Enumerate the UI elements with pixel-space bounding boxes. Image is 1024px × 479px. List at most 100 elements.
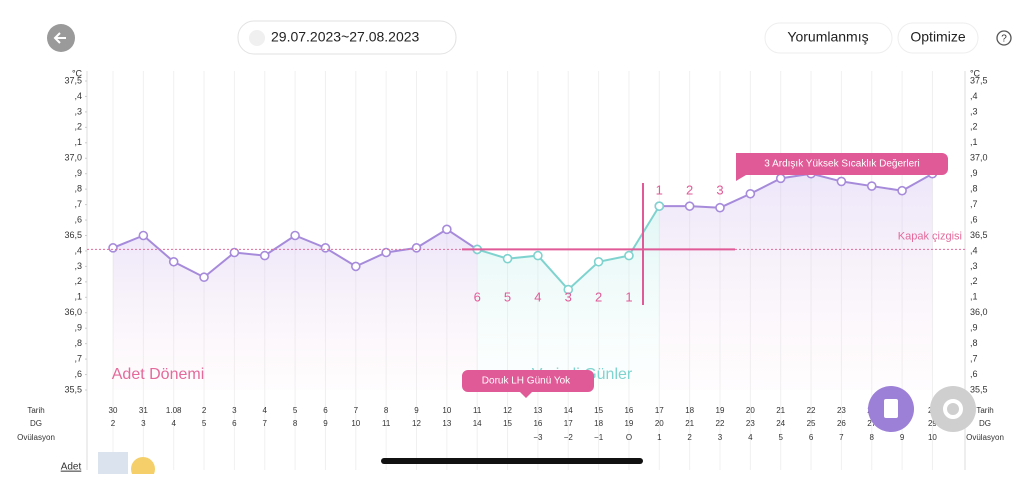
button[interactable] xyxy=(897,22,979,54)
x-tick-label: 9 xyxy=(414,406,419,415)
x-tick-label: 23 xyxy=(746,419,755,428)
row-label: Ovülasyon xyxy=(17,433,55,442)
point xyxy=(229,247,240,258)
point xyxy=(320,243,331,253)
x-tick-label: 20 xyxy=(746,406,755,415)
x-tick-label: 27 xyxy=(867,419,876,428)
point xyxy=(350,261,361,272)
x-tick-label: 3 xyxy=(232,406,237,415)
point xyxy=(654,201,665,211)
x-tick-label: 10 xyxy=(928,433,937,442)
y2-tick-label: ,9 xyxy=(970,323,978,333)
y-tick-label: 35,5 xyxy=(64,384,82,394)
x-tick-label: 15 xyxy=(594,406,603,415)
y2-tick-label: 36,0 xyxy=(970,307,988,317)
x-tick-label: 15 xyxy=(503,419,512,428)
y2-tick-label: ,3 xyxy=(970,106,978,116)
point xyxy=(684,201,695,211)
row-label: DG xyxy=(30,419,42,428)
y2-tick-label: ,8 xyxy=(970,184,978,194)
x-tick-label: 1 xyxy=(657,433,662,442)
count-label: 1 xyxy=(656,182,663,197)
footer-link[interactable]: Adet xyxy=(61,462,82,473)
count-label: 2 xyxy=(686,182,693,197)
x-tick-label: 18 xyxy=(594,419,603,428)
x-tick-label: 22 xyxy=(807,406,816,415)
y-tick-label: ,4 xyxy=(74,91,82,101)
count-label: 5 xyxy=(504,289,511,304)
x-tick-label: 7 xyxy=(839,433,844,442)
x-tick-label: 31 xyxy=(139,406,148,415)
point xyxy=(442,224,452,235)
point xyxy=(411,243,422,253)
x-tick-label: 18 xyxy=(685,406,694,415)
area xyxy=(477,206,660,390)
y-tick-label: ,1 xyxy=(74,137,82,147)
back-icon xyxy=(53,32,66,44)
help-icon[interactable] xyxy=(996,30,1012,46)
y2-tick-label: 35,5 xyxy=(970,384,988,394)
badge xyxy=(736,153,948,181)
y-tick-label: ,9 xyxy=(74,323,82,333)
settings-icon xyxy=(943,399,963,419)
y-tick-label: ,3 xyxy=(74,261,82,271)
x-tick-label: O xyxy=(626,433,632,442)
y-tick-label: ,1 xyxy=(74,292,82,302)
x-tick-label: 13 xyxy=(533,406,542,415)
x-tick-label: 14 xyxy=(473,419,482,428)
x-tick-label: 6 xyxy=(232,419,237,428)
x-tick-label: 6 xyxy=(323,406,328,415)
row-label: Tarih xyxy=(27,406,44,415)
y2-tick-label: ,4 xyxy=(970,91,978,101)
x-tick-label: 5 xyxy=(778,433,783,442)
badge xyxy=(462,370,594,398)
x-tick-label: 5 xyxy=(293,406,298,415)
x-tick-label: 19 xyxy=(716,406,725,415)
button-label: Optimize xyxy=(910,29,965,45)
settings-button[interactable] xyxy=(930,386,976,432)
y-tick-label: ,3 xyxy=(74,106,82,116)
y-tick-label: ,7 xyxy=(74,353,82,363)
point xyxy=(715,202,725,213)
y-tick-label: ,7 xyxy=(74,199,82,209)
row-label: Tarih xyxy=(976,406,993,415)
point xyxy=(290,230,300,241)
count-label: 4 xyxy=(534,289,541,304)
x-tick-label: 17 xyxy=(564,419,573,428)
x-tick-label: 6 xyxy=(809,433,814,442)
badge-text: 3 Ardışık Yüksek Sıcaklık Değerleri xyxy=(764,159,919,170)
cover-label: Kapak çizgisi xyxy=(898,230,962,242)
point xyxy=(775,173,786,184)
x-tick-label: 2 xyxy=(687,433,692,442)
x-tick-label: 3 xyxy=(141,419,146,428)
y-tick-label: ,8 xyxy=(74,184,82,194)
y-tick-label: 37,5 xyxy=(64,75,82,85)
x-tick-label: 11 xyxy=(382,419,391,428)
period-label: Adet Dönemi xyxy=(112,366,205,383)
point xyxy=(897,185,907,196)
x-tick-label: −2 xyxy=(564,433,574,442)
date-pill[interactable] xyxy=(237,20,457,55)
button[interactable] xyxy=(764,22,893,54)
x-tick-label: 8 xyxy=(293,419,298,428)
y2-tick-label: ,7 xyxy=(970,353,978,363)
y2-tick-label: 37,5 xyxy=(970,75,988,85)
count-label: 1 xyxy=(625,289,632,304)
x-tick-label: 11 xyxy=(473,406,482,415)
x-tick-label: 12 xyxy=(412,419,421,428)
point xyxy=(533,250,543,261)
row-label: DG xyxy=(979,419,991,428)
y2-tick-label: ,4 xyxy=(970,245,978,255)
row-label: Ovülasyon xyxy=(966,433,1004,442)
x-tick-label: 8 xyxy=(870,433,875,442)
x-tick-label: 21 xyxy=(776,406,785,415)
x-tick-label: 19 xyxy=(624,419,633,428)
y2-tick-label: ,2 xyxy=(970,122,978,132)
point xyxy=(836,176,847,187)
y-tick-label: 37,0 xyxy=(64,153,82,163)
x-tick-label: 21 xyxy=(685,419,694,428)
date-icon xyxy=(249,30,265,46)
y-tick-label: ,6 xyxy=(74,214,82,224)
notes-icon xyxy=(884,399,898,418)
